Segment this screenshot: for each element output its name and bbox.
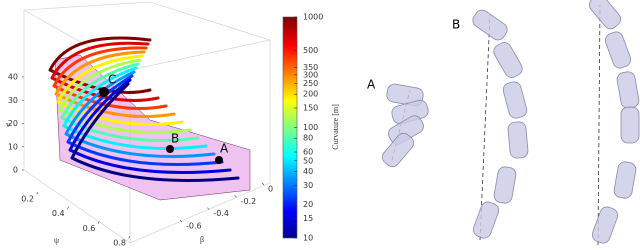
label-a: A xyxy=(220,142,229,156)
car xyxy=(472,9,508,41)
panel-label-a: A xyxy=(367,78,376,92)
colorbar-tick-label: 300 xyxy=(303,70,318,79)
curve xyxy=(68,78,232,174)
curve xyxy=(52,46,168,110)
point-c xyxy=(99,87,109,97)
colorbar-label: Curvature [m] xyxy=(331,104,340,150)
tick-label: 10 xyxy=(8,142,18,151)
tick-label: 0.4 xyxy=(52,209,65,218)
colorbar-tick-label: 250 xyxy=(303,79,318,88)
curve xyxy=(70,82,240,182)
v-label: v xyxy=(6,120,10,129)
car xyxy=(493,166,517,204)
colorbar-tick-label: 15 xyxy=(303,214,313,223)
car xyxy=(472,201,500,239)
car xyxy=(604,31,632,69)
car xyxy=(613,161,637,199)
label-b: B xyxy=(171,132,179,146)
car xyxy=(502,81,528,119)
colorbar-tick-label: 20 xyxy=(303,200,313,209)
curve xyxy=(66,74,224,166)
colorbar-tick-label: 500 xyxy=(303,46,318,55)
colorbar-tick-label: 10 xyxy=(303,234,313,243)
tick-mark xyxy=(36,191,39,195)
tick-mark xyxy=(67,206,69,210)
tick-label: 20 xyxy=(8,119,18,128)
car xyxy=(591,206,619,244)
tick-label: -0.4 xyxy=(213,209,229,218)
tick-label: 0 xyxy=(13,166,18,175)
cars xyxy=(381,0,640,246)
curve xyxy=(60,62,200,142)
beta-label: β xyxy=(200,235,204,244)
point-a xyxy=(215,156,223,164)
colorbar-tick-label: 60 xyxy=(303,148,313,157)
trajectory xyxy=(479,14,491,241)
colorbar-tick-label: 100 xyxy=(303,123,318,132)
point-b xyxy=(166,145,174,153)
car xyxy=(493,42,523,78)
tick-mark xyxy=(128,235,131,239)
tick-mark xyxy=(261,182,265,186)
curves xyxy=(48,36,240,182)
car xyxy=(386,83,424,107)
tick-mark xyxy=(207,207,210,210)
tick-mark xyxy=(97,221,100,224)
tick-label: 40 xyxy=(8,73,18,82)
curve xyxy=(58,58,192,134)
car xyxy=(588,0,622,30)
colorbar-tick-label: 1000 xyxy=(303,13,323,22)
colorbar-tick-label: 150 xyxy=(303,104,318,113)
tick-label: 0.8 xyxy=(113,239,126,248)
colorbar-tick-label: 50 xyxy=(303,156,313,165)
tick-label: 0.2 xyxy=(21,195,34,204)
tick-label: -0.6 xyxy=(186,222,202,231)
trajectory xyxy=(597,4,601,246)
colorbar-tick-label: 350 xyxy=(303,63,318,72)
curve xyxy=(56,54,184,126)
car xyxy=(381,132,415,168)
car xyxy=(620,106,640,144)
curve xyxy=(62,66,208,150)
tick-label: 0.6 xyxy=(83,224,96,233)
car xyxy=(507,121,529,159)
colorbar-tick-label: 40 xyxy=(303,167,313,176)
car xyxy=(616,71,640,109)
panel-label-b: B xyxy=(452,18,460,32)
psi-label: ψ xyxy=(54,236,59,245)
tick-mark xyxy=(179,219,183,223)
tick-label: -0.2 xyxy=(241,197,257,206)
colorbar-tick-label: 200 xyxy=(303,90,318,99)
axes: 0 10 20 30 40 0.2 0.4 0.6 0.8 -0.6 -0.4 -0.2 0 xyxy=(8,73,273,248)
label-c: C xyxy=(108,73,116,87)
curve xyxy=(54,50,176,118)
tick-mark xyxy=(234,195,237,198)
tick-label: 30 xyxy=(8,96,18,105)
colorbar-tick-label: 30 xyxy=(303,181,313,190)
colorbar-tick-label: 80 xyxy=(303,134,313,143)
tick-label: 0 xyxy=(268,185,273,194)
